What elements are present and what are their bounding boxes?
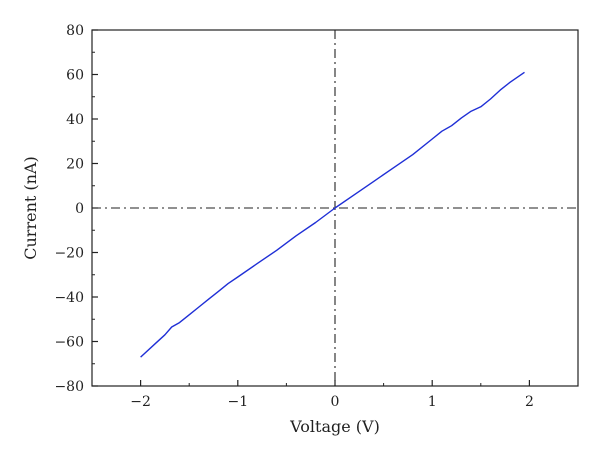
x-axis-title: Voltage (V) [289,417,380,436]
y-tick-label: −60 [54,335,84,351]
x-tick-label: 0 [331,394,340,410]
y-tick-label: −80 [54,379,84,395]
x-tick-label: 1 [428,394,437,410]
x-tick-label: −2 [130,394,151,410]
y-axis-title: Current (nA) [21,156,40,259]
y-axis-ticks: −80 −60 −40 −20 0 20 40 60 80 [54,23,98,395]
x-tick-label: −1 [227,394,248,410]
y-tick-label: 60 [66,68,84,84]
y-tick-label: −40 [54,290,84,306]
y-tick-label: −20 [54,246,84,262]
iv-curve-line [140,71,525,358]
y-tick-label: 0 [75,201,84,217]
x-axis-ticks: −2 −1 0 1 2 [130,380,534,410]
x-tick-label: 2 [525,394,534,410]
y-tick-label: 40 [66,112,84,128]
y-tick-label: 80 [66,23,84,39]
y-tick-label: 20 [66,157,84,173]
series-layer [140,71,525,358]
